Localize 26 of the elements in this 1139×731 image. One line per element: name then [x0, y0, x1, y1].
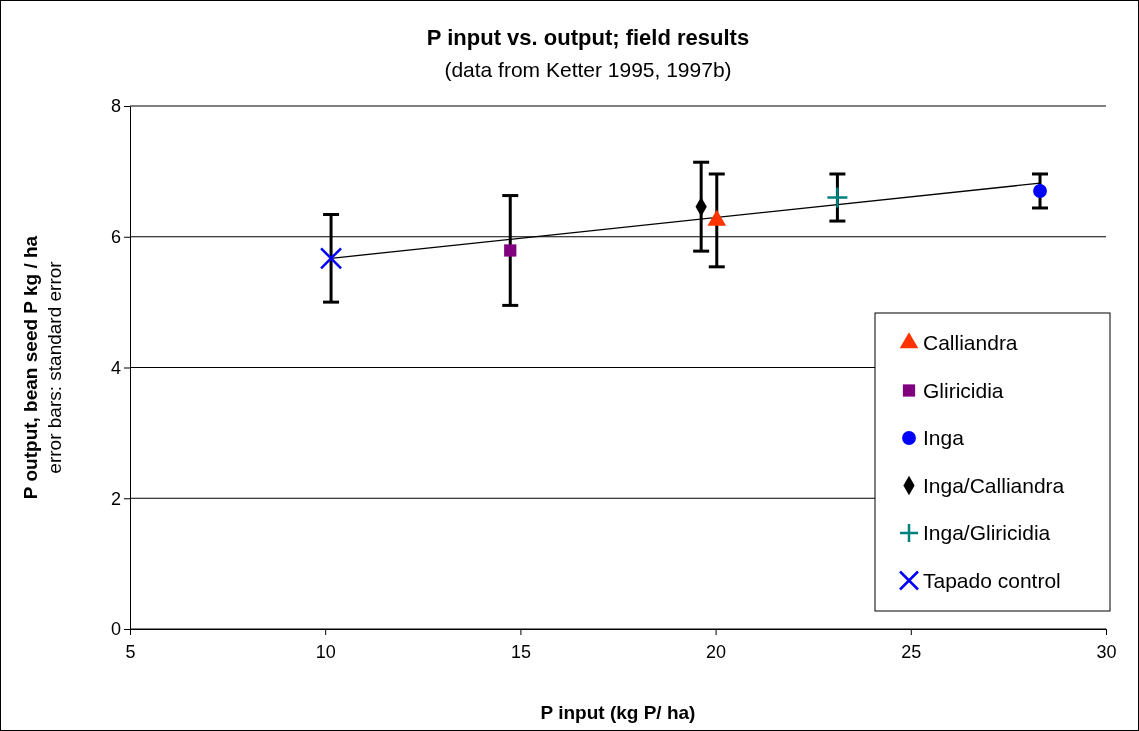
chart-title: P input vs. output; field results: [426, 25, 750, 50]
x-tick-label: 5: [125, 641, 136, 662]
legend-label: Inga/Gliricidia: [923, 521, 1051, 544]
y-axis-title: P output, bean seed P kg / ha: [20, 235, 41, 500]
x-axis-title: P input (kg P/ ha): [540, 702, 696, 723]
point: [504, 244, 517, 257]
y-tick-label: 2: [110, 488, 121, 509]
y-tick-label: 0: [110, 619, 121, 640]
x-tick-label: 15: [510, 641, 531, 662]
text: error bars: standard error: [44, 260, 65, 474]
legend-label: Gliricidia: [923, 378, 1004, 402]
y-tick-label: 8: [110, 96, 121, 117]
x-tick-label: 25: [901, 641, 922, 662]
y-tick-label: 4: [110, 357, 121, 378]
y-tick-label: 6: [110, 227, 121, 248]
legend-label: Calliandra: [923, 331, 1018, 354]
legend-label: Tapado control: [923, 568, 1061, 592]
point: [319, 247, 343, 270]
x-tick-label: 30: [1096, 641, 1117, 662]
point: [1033, 184, 1047, 198]
point: [826, 186, 849, 209]
x-tick-label: 10: [315, 641, 336, 662]
legend-label: Inga: [923, 426, 965, 449]
chart-subtitle: (data from Ketter 1995, 1997b): [444, 58, 732, 81]
x-tick-label: 20: [706, 641, 727, 662]
legend-label: Inga/Calliandra: [923, 473, 1065, 497]
